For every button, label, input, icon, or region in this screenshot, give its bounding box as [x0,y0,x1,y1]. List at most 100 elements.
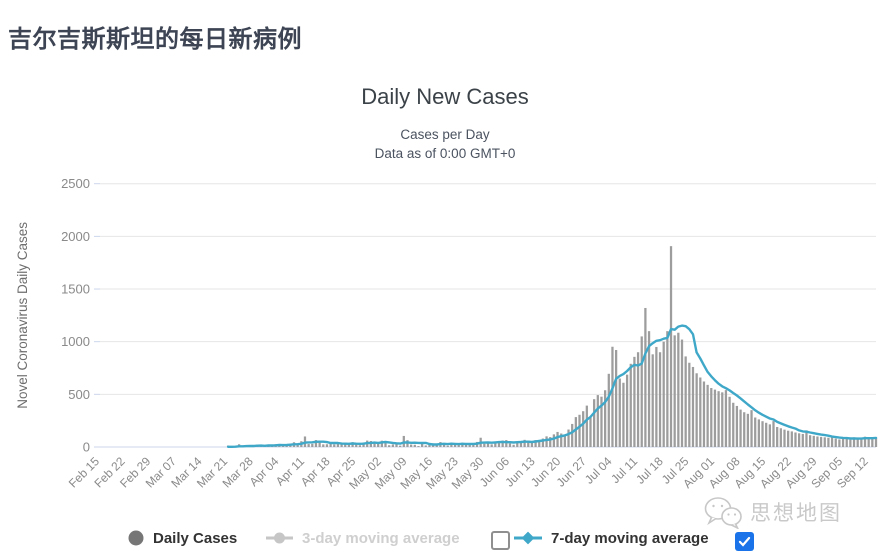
legend-item-7day-moving-average[interactable]: 7-day moving average [514,528,709,548]
y-axis-title: Novel Coronavirus Daily Cases [15,222,30,409]
checkmark-icon [738,536,751,547]
daily-cases-bar [472,444,475,447]
daily-cases-bar [845,438,848,447]
daily-cases-bar [874,437,878,447]
daily-cases-bar [633,356,636,447]
daily-cases-bar [307,444,310,447]
legend-label-daily-cases: Daily Cases [153,529,238,547]
daily-cases-bar [636,352,640,447]
daily-cases-bar [516,441,519,447]
daily-cases-bar [834,438,837,447]
daily-cases-bar [468,444,471,447]
daily-cases-bar [735,405,739,447]
daily-cases-bar [311,443,314,447]
daily-cases-bar [757,419,760,447]
checkbox-unchecked[interactable] [491,531,510,550]
y-tick-label: 2500 [61,176,90,191]
chart-subtitle-data-as-of: Data as of 0:00 GMT+0 [374,146,516,161]
daily-cases-bar [585,405,588,447]
daily-cases-bar [863,436,867,447]
daily-cases-bar [823,437,826,447]
daily-cases-bar [296,444,299,447]
watermark: 思想地图 [702,495,842,529]
daily-cases-bar [314,440,318,447]
daily-cases-bar [384,442,387,447]
daily-cases-bar [618,378,621,447]
daily-cases-bar [560,433,563,447]
x-tick-label: Jun 27 [554,454,590,490]
daily-cases-bar [739,409,742,447]
daily-cases-bar [743,412,746,447]
daily-cases-bar [651,354,654,447]
daily-cases-bar [464,443,468,447]
daily-cases-bar [578,414,581,447]
daily-cases-bar [512,444,515,447]
daily-cases-bar [721,392,724,447]
daily-cases-bar [849,439,852,447]
daily-cases-bar [644,307,647,447]
daily-cases-bar [732,402,735,447]
legend-item-3day-moving-average[interactable]: 3-day moving average [266,528,460,548]
daily-cases-bar [658,352,662,447]
daily-cases-bar [538,441,541,447]
daily-cases-bar [490,444,493,447]
daily-cases-bar [754,417,757,447]
daily-cases-bar [728,396,731,447]
daily-cases-bar [699,377,702,447]
daily-cases-bar [552,434,556,447]
daily-cases-bar [801,433,804,447]
daily-cases-bar [377,443,380,447]
legend-item-daily-cases[interactable]: Daily Cases [128,528,237,548]
daily-cases-bar [453,444,457,447]
daily-cases-bar [691,366,695,447]
daily-cases-bar [424,445,427,447]
daily-cases-bar [563,436,566,447]
daily-cases-bar [541,438,545,447]
daily-cases-bar [673,335,676,447]
daily-cases-bar [812,435,815,447]
daily-cases-bar [695,373,698,447]
daily-cases-bar [790,431,793,447]
daily-cases-bar [329,442,332,447]
daily-cases-bar [680,339,684,447]
daily-cases-bar [497,442,501,447]
daily-cases-bar [710,388,713,447]
chart-subtitle: Cases per Day [400,127,490,142]
daily-cases-bar [713,389,717,447]
daily-cases-bar [604,390,607,447]
daily-cases-bar [779,428,782,447]
daily-cases-bar [662,341,665,447]
daily-cases-bar [355,443,358,447]
daily-cases-bar [395,443,398,447]
daily-cases-bar [688,362,691,447]
daily-cases-bar [600,396,603,447]
page-title: 吉尔吉斯斯坦的每日新病例 [8,26,302,54]
daily-cases-bar [373,443,376,447]
daily-cases-bar [816,436,819,447]
daily-cases-bar [388,445,391,447]
daily-cases-bar [523,439,526,447]
daily-cases-bar [574,417,577,447]
daily-cases-bar [706,384,709,447]
daily-cases-bar [358,445,362,447]
daily-cases-bar [750,410,753,447]
daily-cases-bar [794,432,797,447]
checkbox-checked[interactable] [735,532,754,551]
daily-cases-bar [534,440,537,447]
daily-cases-bar [340,444,343,447]
chart-title: Daily New Cases [361,84,529,109]
x-tick-label: Apr 04 [247,454,282,489]
7day-average-marker-icon [514,531,542,545]
daily-cases-bar [783,429,786,447]
daily-cases-bar [420,443,424,447]
daily-cases-bar [399,445,402,447]
daily-cases-bar [805,430,808,447]
daily-cases-bar [508,443,512,447]
daily-cases-bar [772,421,775,447]
daily-cases-bar [413,444,416,447]
daily-cases-bar [827,437,830,447]
daily-cases-bar [611,346,614,447]
daily-cases-bar [344,442,347,447]
daily-cases-bar [446,445,449,447]
